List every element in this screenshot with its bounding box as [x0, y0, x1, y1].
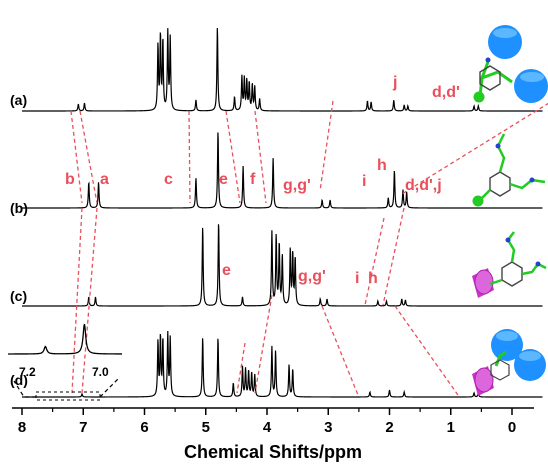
correlation-line [394, 305, 459, 396]
x-axis: 8 7 6 5 4 3 2 1 0 Chemical Shifts/ppm [12, 407, 534, 462]
blue-macrocycle-icon [520, 72, 544, 82]
peak-label-h-c: h [368, 270, 378, 287]
inset-callout-lines [13, 378, 119, 398]
blue-macrocycle-icon [519, 351, 541, 361]
correlation-line [236, 342, 246, 394]
correlation-line [254, 294, 273, 394]
molecule-icon-a [473, 25, 548, 103]
blue-atom-icon [529, 177, 535, 183]
x-tick-label: 5 [202, 419, 210, 436]
green-chain-icon [494, 350, 507, 367]
green-chain-icon [481, 133, 546, 199]
peak-label-g-c: g,g' [298, 268, 326, 285]
x-axis-title: Chemical Shifts/ppm [184, 442, 362, 462]
peak-label-dd-j: d,d',j [405, 177, 442, 194]
inset-region-box [35, 391, 101, 401]
x-tick-label: 2 [385, 419, 393, 436]
blue-atom-icon [505, 237, 511, 243]
molecule-icon-b [472, 133, 546, 207]
magenta-macrocycle-icon [474, 269, 494, 295]
benzene-icon [479, 65, 501, 91]
peak-label-f: f [250, 171, 256, 188]
x-tick-label: 1 [447, 419, 455, 436]
peak-label-e-c: e [222, 262, 231, 279]
correlation-line [254, 110, 267, 204]
molecule-icon-c [472, 231, 547, 298]
series-label-b: (b) [10, 200, 28, 216]
peak-label-c: c [164, 171, 173, 188]
blue-atom-icon [535, 261, 541, 267]
correlation-line [188, 110, 191, 204]
peak-label-g: g,g' [283, 177, 311, 194]
peak-label-e: e [219, 171, 228, 188]
correlation-line [81, 207, 98, 394]
peak-label-j: j [392, 74, 397, 91]
correlation-line [319, 100, 334, 192]
x-axis-ticks: 8 7 6 5 4 3 2 1 0 [18, 408, 516, 436]
correlation-line [79, 110, 98, 204]
correlation-line [382, 207, 405, 306]
inset-tick-label-7.0: 7.0 [92, 365, 109, 379]
peak-label-i-c: i [355, 270, 359, 287]
blue-atom-icon [485, 57, 491, 63]
correlation-line [70, 110, 83, 204]
correlation-line [225, 110, 241, 204]
inset-trace [8, 323, 122, 355]
correlation-lines [70, 100, 548, 396]
x-tick-label: 6 [140, 419, 148, 436]
peak-label-a: a [100, 171, 109, 188]
series-label-c: (c) [10, 288, 27, 304]
x-tick-label: 8 [18, 419, 26, 436]
series-label-d: (d) [10, 372, 28, 388]
spectrum-trace-a [22, 27, 543, 112]
magenta-macrocycle-icon [474, 367, 494, 393]
series-label-a: (a) [10, 92, 27, 108]
inset-tick-label-7.2: 7.2 [19, 365, 36, 379]
spectra-traces [22, 27, 543, 398]
spectrum-trace-c [22, 224, 543, 307]
blue-atom-icon [495, 143, 501, 149]
green-stopper-icon [472, 195, 484, 207]
peak-label-h: h [377, 157, 387, 174]
blue-macrocycle-icon [493, 28, 517, 38]
green-stopper-icon [473, 91, 485, 103]
x-tick-label: 3 [324, 419, 332, 436]
spectrum-trace-b [22, 132, 543, 209]
molecule-icon-d [472, 329, 546, 396]
peak-label-i: i [362, 173, 366, 190]
x-tick-label: 0 [508, 419, 516, 436]
inset-zoom: 7.2 7.0 [8, 323, 122, 401]
green-chain-icon [478, 61, 513, 97]
peak-label-dd: d,d' [432, 84, 460, 101]
spectrum-trace-d [22, 331, 543, 398]
blue-macrocycle-icon [496, 331, 518, 341]
green-chain-icon [489, 231, 547, 286]
benzene-icon [501, 261, 523, 287]
correlation-line [401, 102, 548, 195]
peak-label-b: b [65, 171, 75, 188]
x-tick-label: 7 [79, 419, 87, 436]
correlation-line [364, 217, 385, 306]
benzene-icon [489, 171, 511, 197]
x-tick-label: 4 [263, 419, 272, 436]
correlation-line [71, 207, 83, 394]
benzene-icon [490, 359, 510, 381]
correlation-line [321, 305, 359, 396]
